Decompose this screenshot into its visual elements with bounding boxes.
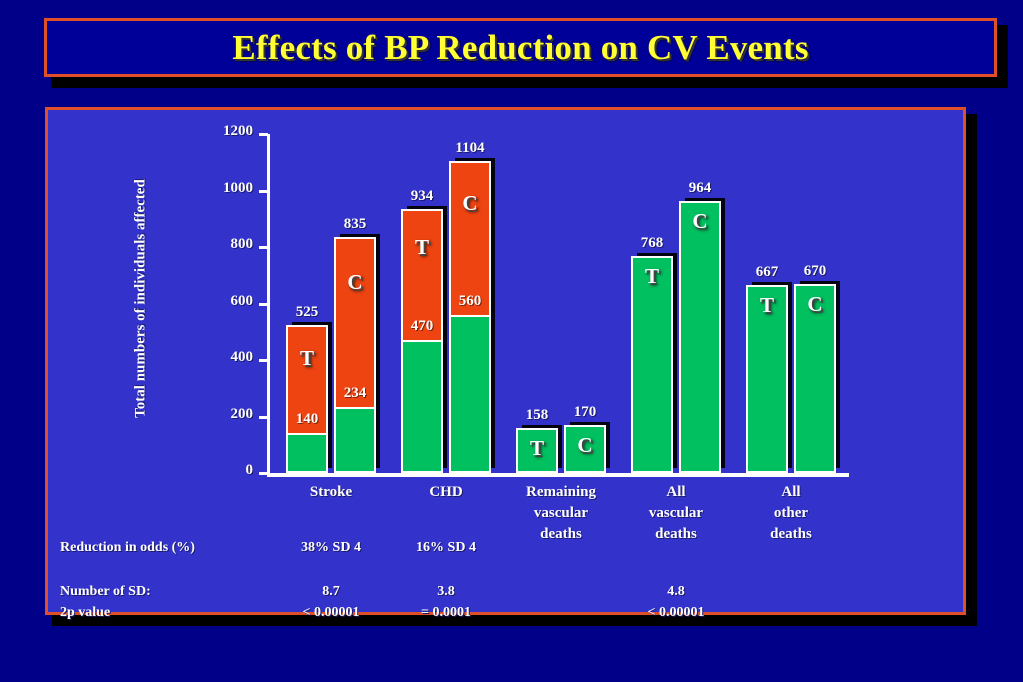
y-axis-tick [259, 415, 268, 419]
reduction-in-odds-label: Reduction in odds (%) [60, 540, 195, 555]
y-axis-line [267, 134, 270, 474]
category-label-remaining: Remaining vascular deaths [491, 482, 631, 545]
category-label-line: vascular [648, 505, 704, 521]
category-label-stroke: Stroke [261, 482, 401, 503]
bar-upper-segment [403, 211, 441, 343]
two-p-value-label: 2p value [60, 605, 111, 620]
reduction-in-odds-value: 16% SD 4 [416, 540, 476, 555]
number-of-sd-value: 8.7 [322, 584, 340, 599]
category-label-line: Stroke [309, 484, 353, 500]
number-of-sd-label: Number of SD: [60, 584, 151, 599]
category-label-line: other [773, 505, 809, 521]
bar-letter: T [529, 436, 544, 461]
bar-letter: C [577, 432, 593, 457]
content-panel: Total numbers of individuals affected 0 2… [45, 107, 969, 620]
y-axis-tick [259, 302, 268, 306]
number-of-sd-value: 4.8 [667, 584, 685, 599]
bar-segment-value: 234 [343, 384, 367, 401]
category-label-line: deaths [655, 526, 697, 542]
y-axis-tick-label: 600 [230, 292, 254, 309]
y-axis-tick [259, 246, 268, 249]
bar-segment-value: 560 [458, 292, 482, 309]
y-axis-tick [259, 359, 268, 362]
bar-total-label: 170 [573, 403, 597, 420]
category-label-chd: CHD [376, 482, 516, 503]
bar-letter: T [299, 346, 314, 371]
category-label-line: CHD [429, 484, 463, 500]
bar-letter: T [759, 292, 774, 317]
two-p-value: < 0.00001 [647, 605, 705, 620]
bar-total-label: 670 [803, 262, 827, 279]
x-axis-baseline [267, 473, 849, 477]
two-p-value: = 0.0001 [421, 605, 471, 620]
reduction-in-odds-value: 38% SD 4 [301, 540, 361, 555]
bar-total-label: 158 [525, 407, 549, 424]
bar-letter: C [462, 190, 478, 215]
bar-letter: T [414, 234, 429, 259]
bar-upper-segment [288, 326, 326, 436]
bar-all-other-deaths-c: C [794, 283, 836, 473]
bar-chart: Total numbers of individuals affected 0 2… [48, 110, 969, 620]
bar-letter: C [692, 208, 708, 233]
category-label-line: deaths [540, 526, 582, 542]
category-label-line: Remaining [525, 484, 596, 500]
bar-stroke-c: C 234 [334, 237, 376, 473]
y-axis-tick-label: 0 [245, 462, 254, 478]
bar-upper-segment [451, 163, 489, 317]
bar-total-label: 768 [640, 235, 664, 252]
y-axis-tick-label: 800 [230, 236, 254, 252]
bar-letter: C [807, 291, 823, 316]
y-axis-tick [259, 189, 268, 193]
bar-total-label: 667 [755, 263, 779, 280]
number-of-sd-value: 3.8 [437, 584, 455, 599]
bar-total-label: 525 [295, 303, 319, 320]
bar-total-label: 1104 [455, 140, 485, 157]
bar-segment-value: 140 [295, 411, 319, 428]
two-p-value: < 0.00001 [302, 605, 360, 620]
category-label-line: deaths [770, 526, 812, 542]
y-axis-title: Total numbers of individuals affected [132, 179, 149, 418]
bar-total-label: 964 [688, 179, 712, 196]
category-label-all: All other deaths [721, 482, 861, 545]
y-axis-tick-label: 400 [230, 349, 254, 365]
y-axis-tick-label: 1000 [223, 179, 253, 196]
bar-letter: C [347, 269, 363, 294]
category-label-line: All [781, 484, 801, 500]
category-label-all: All vascular deaths [606, 482, 746, 545]
page-title: Effects of BP Reduction on CV Events [232, 27, 809, 67]
category-label-line: All [666, 484, 686, 500]
bar-stroke-t: T 140 [286, 324, 328, 473]
category-label-line: vascular [533, 505, 589, 521]
bar-total-label: 934 [410, 188, 434, 205]
bar-chd-c: C 560 [449, 161, 491, 473]
bar-total-label: 835 [343, 216, 367, 233]
bar-chd-t: T 470 [401, 209, 443, 473]
y-axis-tick-label: 1200 [223, 123, 253, 139]
y-axis-tick [259, 472, 268, 475]
bar-letter: T [644, 264, 659, 289]
bar-all-vascular-deaths-c: C [679, 200, 721, 473]
bar-segment-value: 470 [410, 318, 434, 335]
bar-remaining-vascular-deaths-t: T [516, 428, 558, 473]
title-box: Effects of BP Reduction on CV Events [44, 18, 997, 77]
bar-all-other-deaths-t: T [746, 284, 788, 473]
bar-upper-segment [336, 239, 374, 409]
bar-all-vascular-deaths-t: T [631, 256, 673, 473]
bar-remaining-vascular-deaths-c: C [564, 424, 606, 473]
y-axis-tick [259, 133, 268, 136]
y-axis-tick-label: 200 [230, 405, 254, 422]
